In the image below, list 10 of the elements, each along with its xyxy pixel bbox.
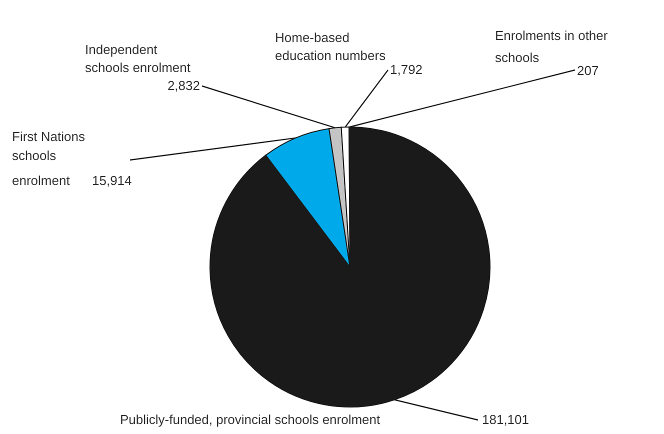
slice-label: Enrolments in other schools [495,28,608,65]
data-label: 1,792 [390,62,423,77]
slice-label: First Nations schools enrolment [12,129,86,188]
slice-label: Independent schools enrolment [85,42,191,75]
slice-label: Home-based education numbers [275,30,386,63]
data-label: 181,101 [482,412,529,427]
data-label: 207 [577,63,599,78]
data-label: 15,914 [92,173,132,188]
slice-label: Publicly-funded, provincial schools enrolment [120,412,381,427]
data-label: 2,832 [167,78,200,93]
